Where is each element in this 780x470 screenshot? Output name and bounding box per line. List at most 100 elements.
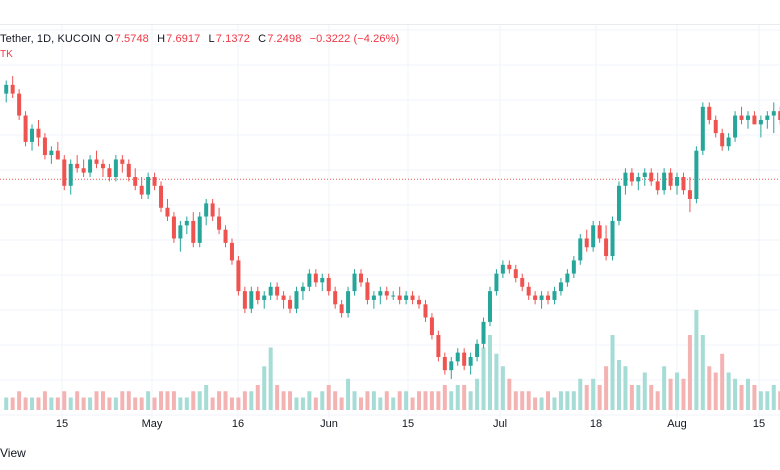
- candle[interactable]: [604, 225, 609, 261]
- candle[interactable]: [745, 111, 750, 129]
- candle[interactable]: [649, 168, 654, 186]
- candle[interactable]: [365, 277, 370, 305]
- candle[interactable]: [571, 256, 576, 278]
- candle[interactable]: [236, 256, 241, 296]
- candle[interactable]: [36, 119, 41, 147]
- candle[interactable]: [55, 141, 60, 160]
- candle[interactable]: [642, 168, 647, 186]
- candle[interactable]: [681, 172, 686, 195]
- candle[interactable]: [423, 299, 428, 322]
- candle[interactable]: [475, 339, 480, 362]
- candle[interactable]: [675, 172, 680, 195]
- candle[interactable]: [23, 111, 28, 147]
- candle[interactable]: [700, 102, 705, 156]
- candle[interactable]: [455, 348, 460, 366]
- candle[interactable]: [462, 348, 467, 371]
- candle[interactable]: [771, 102, 776, 134]
- candle[interactable]: [623, 168, 628, 195]
- candle[interactable]: [184, 216, 189, 235]
- candle[interactable]: [694, 146, 699, 204]
- candle[interactable]: [275, 282, 280, 300]
- candle[interactable]: [584, 229, 589, 252]
- candle[interactable]: [268, 282, 273, 300]
- candle[interactable]: [107, 163, 112, 182]
- candle[interactable]: [352, 269, 357, 296]
- candle[interactable]: [442, 352, 447, 375]
- candle[interactable]: [552, 286, 557, 305]
- candle[interactable]: [668, 168, 673, 191]
- candle[interactable]: [88, 155, 93, 178]
- candle[interactable]: [765, 111, 770, 129]
- candle[interactable]: [4, 80, 9, 103]
- candle[interactable]: [68, 159, 73, 195]
- candle[interactable]: [313, 269, 318, 287]
- candle[interactable]: [333, 286, 338, 309]
- candle[interactable]: [320, 273, 325, 292]
- candle[interactable]: [500, 260, 505, 278]
- candle[interactable]: [100, 159, 105, 178]
- candle[interactable]: [384, 286, 389, 300]
- candle[interactable]: [539, 291, 544, 309]
- candle[interactable]: [578, 234, 583, 265]
- candle[interactable]: [152, 172, 157, 191]
- candle[interactable]: [217, 207, 222, 235]
- candle[interactable]: [178, 220, 183, 252]
- candle[interactable]: [146, 172, 151, 199]
- candle[interactable]: [533, 291, 538, 305]
- candle[interactable]: [281, 291, 286, 309]
- candle[interactable]: [49, 146, 54, 164]
- candle[interactable]: [520, 273, 525, 292]
- candle[interactable]: [655, 172, 660, 195]
- candle[interactable]: [288, 295, 293, 314]
- candle[interactable]: [487, 286, 492, 327]
- candle[interactable]: [307, 269, 312, 292]
- candle[interactable]: [17, 89, 22, 120]
- candle[interactable]: [10, 76, 15, 99]
- candle[interactable]: [171, 212, 176, 243]
- candle[interactable]: [565, 269, 570, 287]
- candle[interactable]: [249, 286, 254, 314]
- candle[interactable]: [758, 115, 763, 138]
- candle[interactable]: [133, 168, 138, 191]
- candle[interactable]: [75, 155, 80, 173]
- candle[interactable]: [139, 177, 144, 199]
- candle[interactable]: [223, 225, 228, 248]
- candle[interactable]: [391, 291, 396, 300]
- candle[interactable]: [126, 159, 131, 182]
- candle[interactable]: [326, 273, 331, 296]
- candle[interactable]: [30, 124, 35, 151]
- candle[interactable]: [429, 313, 434, 340]
- candle[interactable]: [513, 264, 518, 283]
- candle[interactable]: [558, 277, 563, 296]
- candle[interactable]: [449, 356, 454, 379]
- candle[interactable]: [197, 212, 202, 248]
- candle[interactable]: [752, 111, 757, 125]
- candle[interactable]: [610, 216, 615, 261]
- candle[interactable]: [507, 260, 512, 274]
- candle[interactable]: [720, 128, 725, 151]
- candle[interactable]: [636, 172, 641, 191]
- candle[interactable]: [629, 168, 634, 186]
- candle[interactable]: [707, 102, 712, 125]
- candle[interactable]: [229, 238, 234, 265]
- candle[interactable]: [191, 212, 196, 248]
- candle[interactable]: [417, 295, 422, 309]
- candle[interactable]: [294, 286, 299, 314]
- candle[interactable]: [616, 181, 621, 226]
- candle[interactable]: [42, 133, 47, 160]
- candle[interactable]: [358, 269, 363, 287]
- candle[interactable]: [713, 115, 718, 138]
- candle[interactable]: [591, 220, 596, 252]
- candle[interactable]: [300, 282, 305, 300]
- candle[interactable]: [481, 317, 486, 349]
- candle[interactable]: [378, 286, 383, 305]
- candle[interactable]: [436, 330, 441, 362]
- candle[interactable]: [733, 111, 738, 142]
- candle[interactable]: [726, 133, 731, 151]
- candle[interactable]: [210, 198, 215, 221]
- candle[interactable]: [159, 181, 164, 213]
- candle[interactable]: [113, 155, 118, 182]
- candle[interactable]: [397, 286, 402, 305]
- candle[interactable]: [410, 291, 415, 305]
